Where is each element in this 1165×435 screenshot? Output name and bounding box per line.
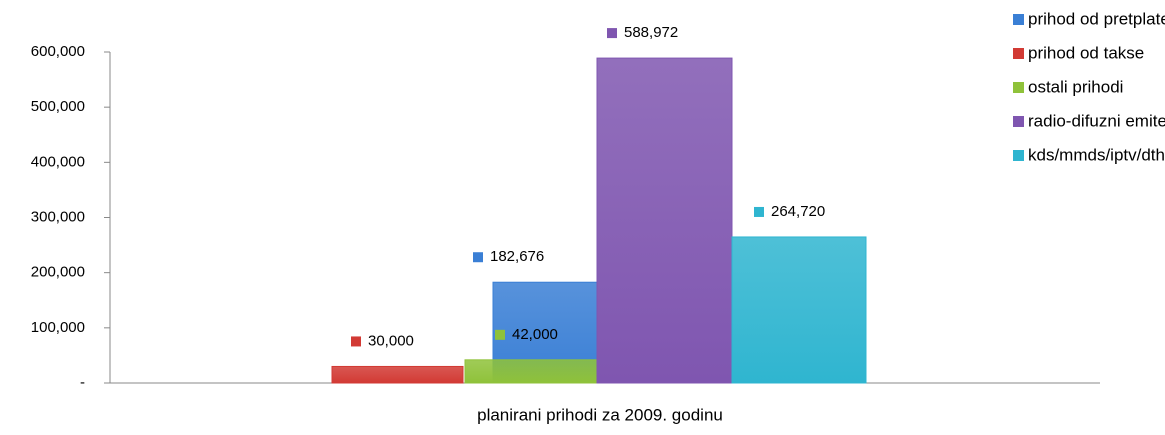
legend-marker <box>1013 48 1024 59</box>
legend-label: prihod od pretplate <box>1028 9 1165 28</box>
y-tick-label: 600,000 <box>31 43 85 60</box>
legend-label: radio-difuzni emiteri <box>1028 111 1165 130</box>
x-axis-label: planirani prihodi za 2009. godinu <box>477 405 723 424</box>
label-marker <box>351 336 361 347</box>
label-marker <box>607 28 617 39</box>
y-tick-label: 300,000 <box>31 208 85 225</box>
bar <box>464 359 598 384</box>
data-label: 30,000 <box>368 332 414 349</box>
bar <box>596 57 733 384</box>
y-tick-label: 400,000 <box>31 153 85 170</box>
label-marker <box>754 206 764 217</box>
data-label: 42,000 <box>512 326 558 343</box>
data-label: 182,676 <box>490 248 544 265</box>
legend-marker <box>1013 82 1024 93</box>
legend-marker <box>1013 14 1024 25</box>
y-tick-label: - <box>80 374 85 391</box>
data-label: 264,720 <box>771 203 825 220</box>
legend-marker <box>1013 150 1024 161</box>
bar <box>331 365 464 384</box>
bar <box>731 236 867 384</box>
legend-label: ostali prihodi <box>1028 77 1123 96</box>
y-tick-label: 100,000 <box>31 319 85 336</box>
legend-marker <box>1013 116 1024 127</box>
label-marker <box>473 252 483 263</box>
label-marker <box>495 329 505 340</box>
legend-label: kds/mmds/iptv/dth operatori <box>1028 145 1165 164</box>
y-tick-label: 200,000 <box>31 264 85 281</box>
y-tick-label: 500,000 <box>31 98 85 115</box>
legend-label: prihod od takse <box>1028 43 1144 62</box>
data-label: 588,972 <box>624 24 678 41</box>
